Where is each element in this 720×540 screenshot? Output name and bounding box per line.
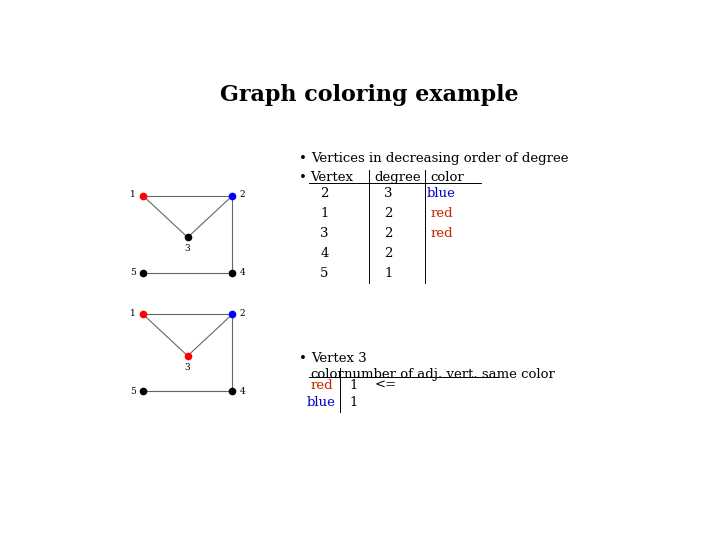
Text: 3: 3 [384,187,393,200]
Text: 3: 3 [185,245,191,253]
Text: 1: 1 [320,207,328,220]
Text: color: color [310,368,344,381]
Text: degree: degree [374,171,421,184]
Text: 2: 2 [240,190,245,199]
Text: Vertex: Vertex [310,171,354,184]
Text: 2: 2 [384,227,392,240]
Text: 3: 3 [320,227,328,240]
Text: 5: 5 [130,268,136,277]
Text: 2: 2 [320,187,328,200]
Text: •: • [300,152,307,165]
Text: Vertex 3: Vertex 3 [312,352,367,365]
Text: 2: 2 [240,308,245,318]
Text: blue: blue [427,187,456,200]
Text: blue: blue [307,396,336,409]
Text: red: red [310,379,333,392]
Text: 4: 4 [240,268,246,277]
Text: Graph coloring example: Graph coloring example [220,84,518,105]
Text: 3: 3 [185,363,191,372]
Text: 5: 5 [130,387,136,396]
Text: <=: <= [374,379,397,392]
Text: 2: 2 [384,207,392,220]
Text: 1: 1 [350,396,358,409]
Text: color: color [431,171,464,184]
Text: 1: 1 [130,308,136,318]
Text: 1: 1 [384,267,392,280]
Text: 1: 1 [350,379,358,392]
Text: red: red [431,207,453,220]
Text: •: • [300,171,307,184]
Text: 1: 1 [130,190,136,199]
Text: red: red [431,227,453,240]
Text: 2: 2 [384,247,392,260]
Text: Vertices in decreasing order of degree: Vertices in decreasing order of degree [312,152,569,165]
Text: 4: 4 [320,247,328,260]
Text: 4: 4 [240,387,246,396]
Text: number of adj. vert. same color: number of adj. vert. same color [344,368,555,381]
Text: 5: 5 [320,267,328,280]
Text: •: • [300,352,307,365]
